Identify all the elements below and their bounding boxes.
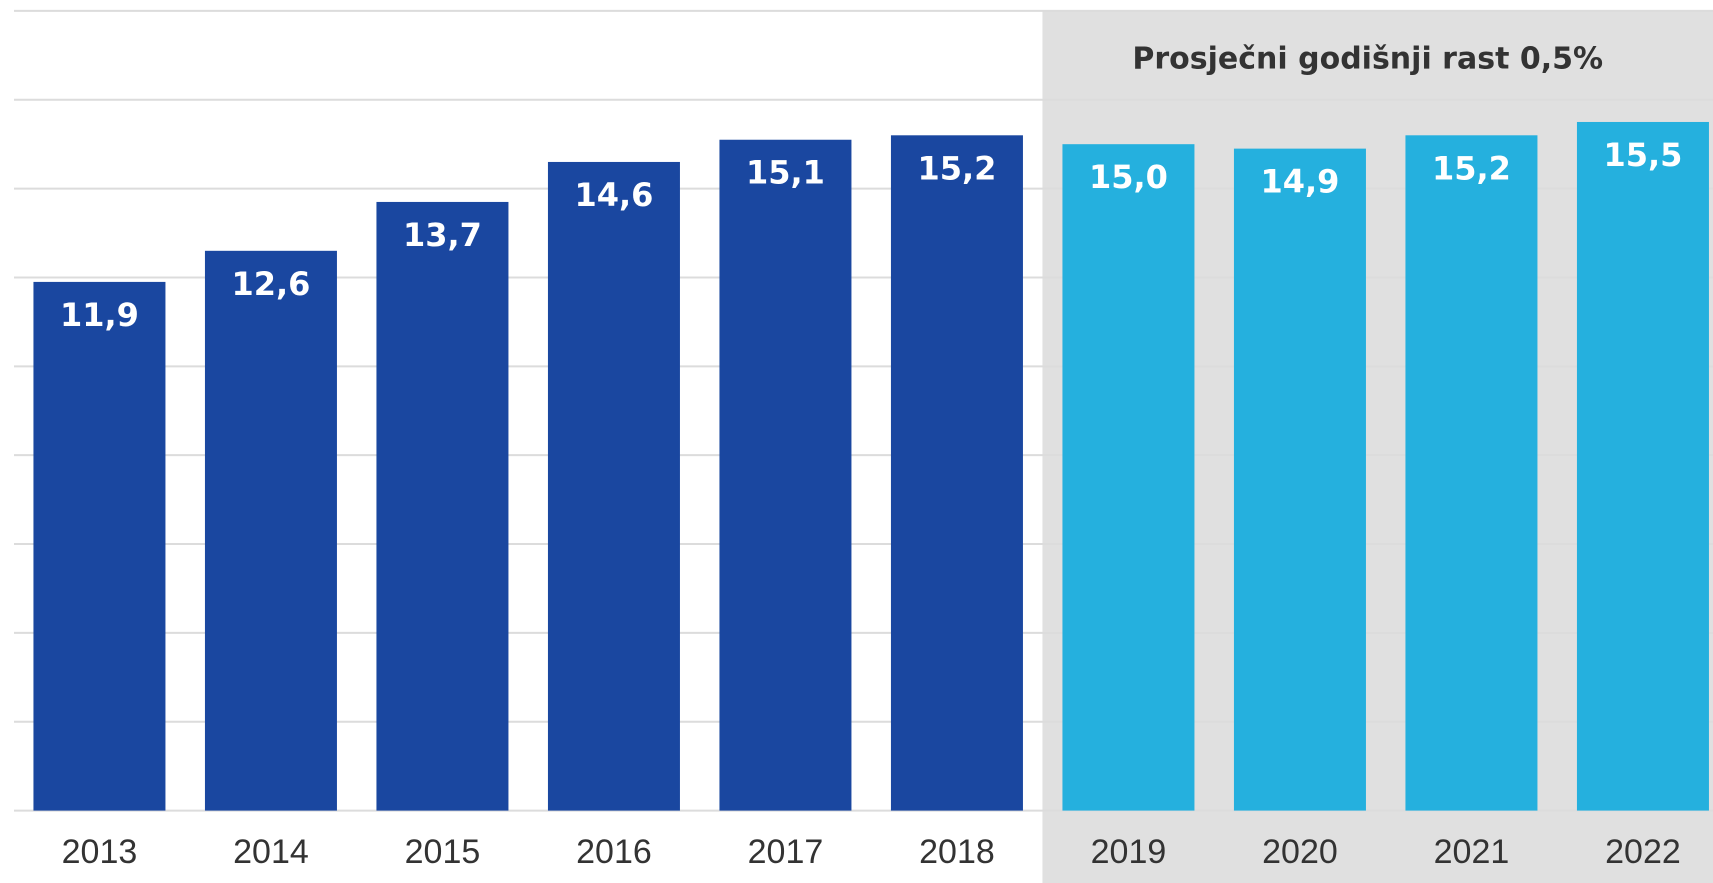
- value-label: 12,6: [231, 265, 310, 303]
- value-label: 14,6: [574, 176, 653, 214]
- bar: [33, 281, 166, 811]
- x-tick-label: 2017: [748, 833, 824, 871]
- bar: [547, 161, 680, 811]
- x-tick-label: 2019: [1091, 833, 1167, 871]
- x-tick-label: 2020: [1262, 833, 1338, 871]
- value-label: 11,9: [60, 296, 139, 334]
- value-label: 15,5: [1603, 136, 1682, 174]
- value-label: 15,1: [746, 154, 825, 192]
- x-tick-label: 2013: [62, 833, 138, 871]
- x-tick-label: 2014: [233, 833, 309, 871]
- bar: [890, 135, 1023, 811]
- bar: [1062, 144, 1195, 811]
- x-tick-label: 2015: [405, 833, 481, 871]
- x-tick-label: 2018: [919, 833, 995, 871]
- value-label: 15,2: [917, 149, 996, 187]
- value-label: 15,2: [1432, 149, 1511, 187]
- value-label: 13,7: [403, 216, 482, 254]
- bar: [204, 250, 337, 811]
- bar: [1576, 121, 1709, 811]
- x-tick-label: 2016: [576, 833, 652, 871]
- bar: [1405, 135, 1538, 811]
- annotation: Prosječni godišnji rast 0,5%: [1132, 42, 1603, 77]
- x-tick-label: 2021: [1434, 833, 1510, 871]
- bar: [376, 201, 509, 811]
- bar: [1233, 148, 1366, 811]
- bar: [719, 139, 852, 811]
- value-label: 14,9: [1260, 163, 1339, 201]
- x-tick-label: 2022: [1605, 833, 1681, 871]
- value-label: 15,0: [1089, 158, 1168, 196]
